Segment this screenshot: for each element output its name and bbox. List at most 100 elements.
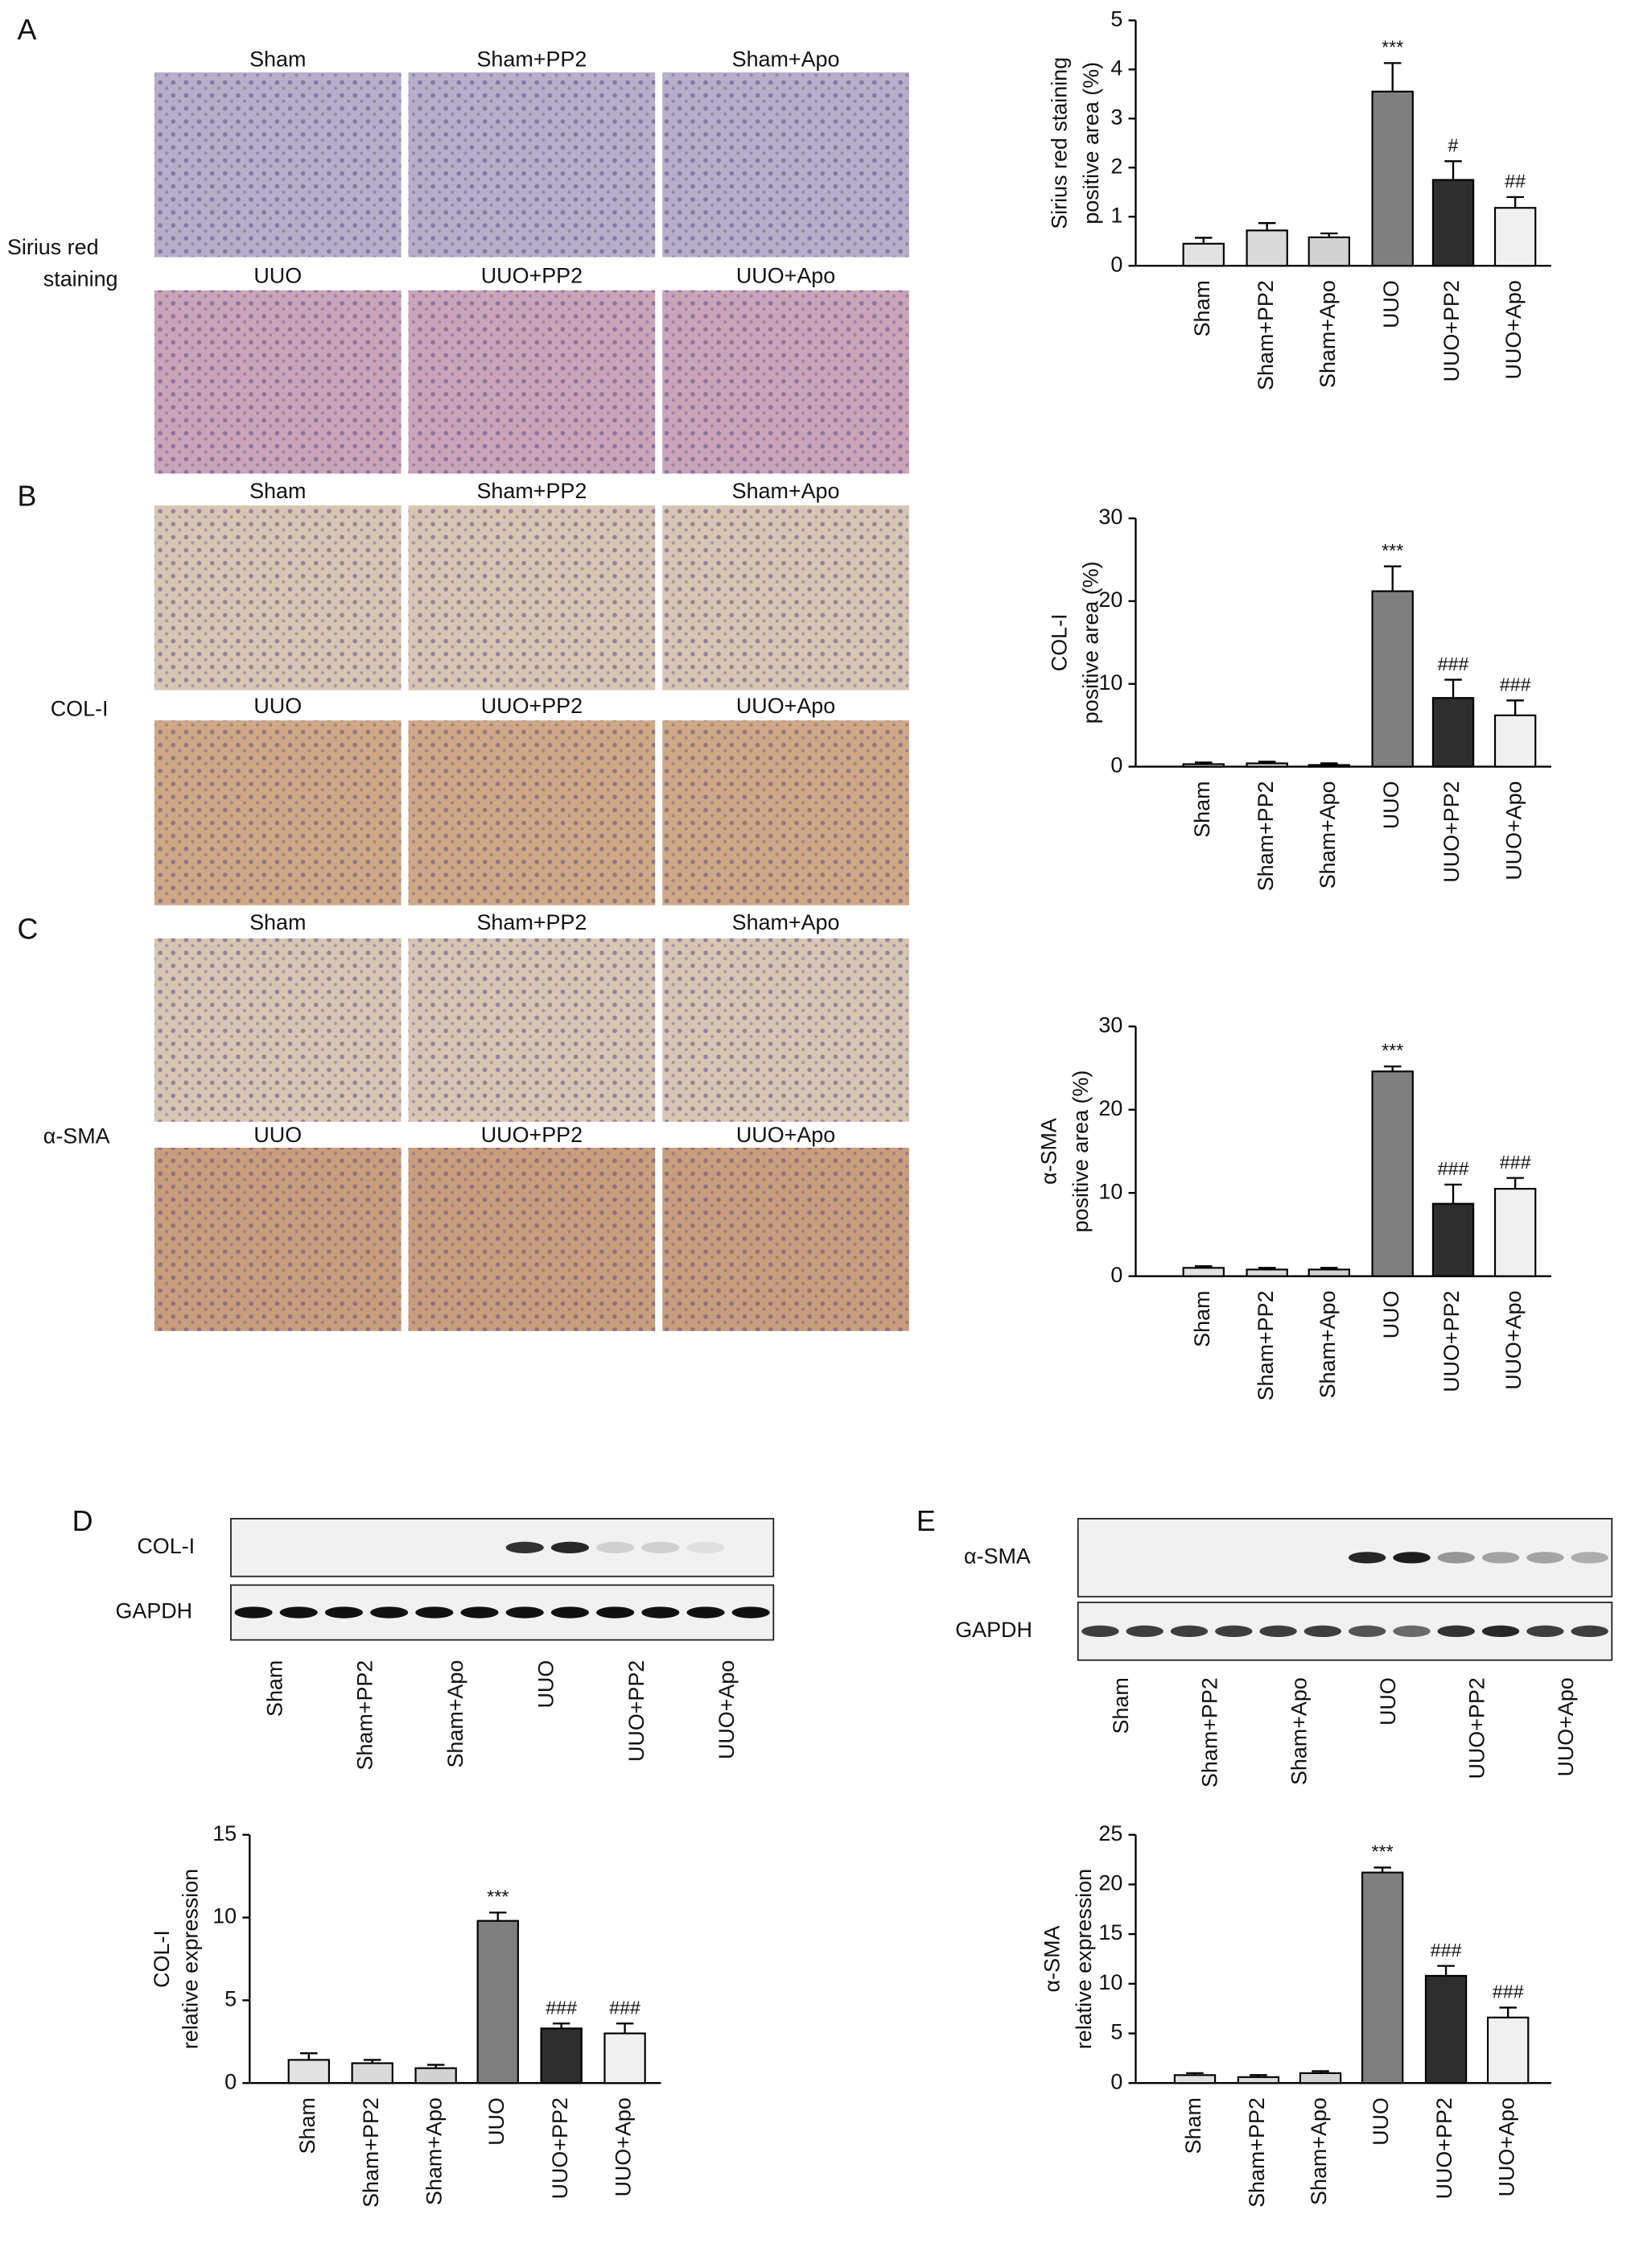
error-bar — [488, 1911, 507, 1921]
significance-label: ## — [1505, 171, 1526, 192]
blot-band — [1571, 1625, 1608, 1638]
y-tick-label: 5 — [1110, 6, 1122, 31]
x-tick-label: Sham+PP2 — [1245, 2097, 1269, 2208]
y-axis-label: positive area (%) — [1079, 561, 1103, 724]
image-label: UUO+PP2 — [481, 694, 583, 718]
micrograph-texture — [662, 938, 909, 1122]
row-label: Sirius red — [7, 235, 99, 259]
blot-band — [1393, 1552, 1431, 1564]
y-axis-label: COL-I — [1047, 613, 1071, 671]
bar — [603, 2032, 646, 2084]
bar — [351, 2062, 393, 2084]
micrograph-texture — [408, 72, 656, 258]
error-bar — [1258, 761, 1276, 764]
image-label: Sham — [249, 479, 306, 503]
x-tick-label: Sham+PP2 — [1254, 1291, 1278, 1401]
blot-band — [1215, 1625, 1253, 1638]
lane-label: Sham+PP2 — [353, 1660, 377, 1771]
bar — [1246, 1268, 1288, 1277]
error-bar — [1312, 2070, 1329, 2073]
blot-strip — [230, 1518, 775, 1577]
lane-label: Sham+Apo — [1287, 1677, 1311, 1785]
bar — [1493, 714, 1537, 768]
image-label: Sham+PP2 — [477, 47, 587, 72]
blot-band — [1081, 1625, 1119, 1638]
image-label: UUO — [253, 694, 302, 718]
error-bar — [1186, 2072, 1204, 2076]
blot-band — [370, 1606, 409, 1619]
error-bar — [1506, 196, 1524, 208]
error-bar — [1506, 699, 1524, 715]
blot-band — [731, 1606, 770, 1619]
blot-band — [1437, 1625, 1475, 1638]
lane-label: UUO — [1376, 1677, 1400, 1726]
image-label: UUO+Apo — [736, 264, 835, 288]
error-bar — [1499, 2006, 1517, 2018]
y-axis-label: COL-I — [150, 1930, 174, 1988]
micrograph-texture — [154, 1148, 402, 1331]
significance-label: ### — [609, 1997, 640, 2018]
lane-label: UUO+Apo — [715, 1660, 739, 1759]
blot-band — [596, 1606, 635, 1619]
lane-label: Sham — [262, 1660, 286, 1717]
bar — [1308, 1268, 1350, 1277]
blot-band — [1348, 1552, 1386, 1564]
image-label: Sham+Apo — [732, 910, 840, 934]
blot-row-label: GAPDH — [955, 1618, 1032, 1642]
blot-band — [550, 1541, 590, 1554]
y-axis-label: Sirius red staining — [1047, 57, 1071, 229]
blot-band — [505, 1606, 544, 1619]
blot-band — [1348, 1625, 1386, 1638]
y-tick-label: 5 — [1110, 2020, 1122, 2044]
error-bar — [300, 2052, 318, 2060]
x-tick-label: Sham — [295, 2097, 319, 2154]
image-label: Sham+PP2 — [477, 910, 587, 934]
y-axis-label: relative expression — [179, 1869, 203, 2049]
micrograph-texture — [662, 720, 909, 905]
micrograph-texture — [408, 1148, 656, 1331]
y-tick-label: 15 — [212, 1821, 237, 1845]
image-label: Sham+Apo — [732, 479, 840, 503]
x-tick-label: UUO — [1379, 1291, 1403, 1339]
blot-band — [686, 1606, 725, 1619]
significance-label: ### — [1431, 1940, 1462, 1961]
x-tick-label: UUO+PP2 — [1432, 2097, 1456, 2199]
error-bar — [1437, 1965, 1455, 1976]
bar — [287, 2059, 330, 2084]
error-bar — [1320, 762, 1338, 765]
x-tick-label: UUO+Apo — [1501, 781, 1526, 880]
bar — [1371, 90, 1414, 267]
error-bar — [1194, 761, 1213, 765]
y-axis-label: positive area (%) — [1069, 1070, 1093, 1233]
bar — [1237, 2076, 1280, 2084]
blot-strip — [1077, 1602, 1613, 1661]
x-tick-label: Sham+Apo — [1316, 1291, 1340, 1399]
error-bar — [1444, 678, 1462, 699]
x-tick-label: UUO+Apo — [1501, 280, 1526, 379]
image-label: UUO+PP2 — [481, 264, 583, 288]
blot-band — [641, 1606, 680, 1619]
image-label: Sham — [249, 910, 306, 934]
bar — [1246, 229, 1288, 267]
x-tick-label: UUO+PP2 — [1439, 280, 1464, 381]
blot-row-label: GAPDH — [115, 1599, 192, 1623]
error-bar — [1383, 62, 1402, 92]
bar — [1424, 1974, 1468, 2084]
significance-label: ### — [1493, 1981, 1524, 2002]
significance-label: ### — [1438, 654, 1469, 674]
blot-band — [1393, 1625, 1431, 1638]
significance-label: *** — [487, 1887, 509, 1907]
error-bar — [1383, 1065, 1402, 1072]
blot-band — [596, 1541, 635, 1554]
micrograph-texture — [408, 505, 656, 691]
blot-band — [1437, 1552, 1475, 1564]
lane-label: Sham+PP2 — [1198, 1677, 1222, 1788]
panel-letter: E — [916, 1505, 936, 1537]
x-tick-label: Sham — [1190, 781, 1214, 837]
y-tick-label: 5 — [224, 1986, 237, 2010]
blot-band — [1126, 1625, 1163, 1638]
y-tick-label: 0 — [1110, 1263, 1122, 1287]
blot-band — [1571, 1552, 1608, 1564]
error-bar — [1373, 1866, 1391, 1873]
